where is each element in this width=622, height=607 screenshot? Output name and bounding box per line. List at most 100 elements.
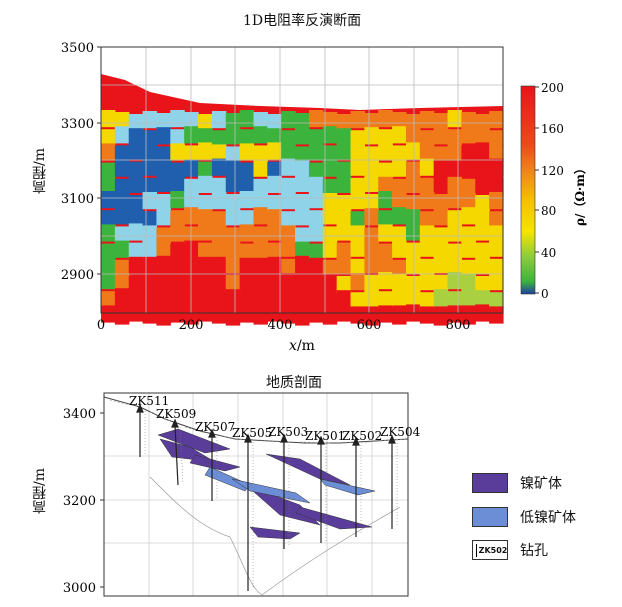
resistivity-cell bbox=[239, 110, 255, 128]
colorbar-tick: 200 bbox=[541, 81, 564, 95]
borehole-label-zk502: ZK502 bbox=[342, 429, 382, 443]
low-ore-swatch bbox=[472, 507, 508, 527]
resistivity-cell bbox=[114, 307, 130, 325]
resistivity-cell bbox=[392, 259, 407, 277]
resistivity-cell bbox=[364, 174, 379, 192]
resistivity-cell bbox=[461, 112, 476, 130]
resistivity-cell bbox=[489, 177, 504, 195]
resistivity-cell bbox=[253, 288, 268, 306]
resistivity-cell bbox=[281, 225, 296, 243]
resistivity-cell bbox=[101, 191, 116, 209]
resistivity-cell bbox=[461, 159, 476, 177]
resistivity-cell bbox=[128, 276, 144, 294]
resistivity-cell bbox=[336, 256, 352, 274]
resistivity-cell bbox=[128, 161, 144, 179]
geologic-section-plot: 3400 3200 3000 ZK511 ZK509 ZK507 ZK bbox=[63, 392, 421, 597]
resistivity-cell bbox=[392, 226, 407, 244]
top-y-tick: 3300 bbox=[61, 117, 94, 132]
resistivity-cell bbox=[128, 128, 144, 146]
borehole-label-zk501: ZK501 bbox=[305, 429, 345, 443]
resistivity-cell bbox=[322, 112, 338, 130]
resistivity-cell bbox=[364, 241, 379, 259]
resistivity-cell bbox=[170, 162, 185, 180]
resistivity-cell bbox=[461, 274, 476, 292]
resistivity-cell bbox=[114, 240, 130, 258]
resistivity-cell bbox=[114, 274, 130, 292]
resistivity-cell bbox=[225, 146, 241, 164]
resistivity-cell bbox=[405, 142, 421, 160]
low-nickel-ore-body bbox=[204, 466, 251, 492]
resistivity-cell bbox=[253, 207, 268, 225]
resistivity-cell bbox=[433, 146, 449, 164]
resistivity-cell bbox=[239, 305, 255, 323]
legend-label: 低镍矿体 bbox=[520, 510, 576, 526]
resistivity-cell bbox=[392, 207, 407, 225]
resistivity-cell bbox=[419, 292, 435, 310]
resistivity-cell bbox=[239, 291, 255, 309]
resistivity-cell bbox=[419, 211, 435, 229]
borehole-icon-label: ZK502 bbox=[478, 545, 508, 555]
resistivity-cell bbox=[447, 143, 463, 161]
resistivity-cell bbox=[336, 161, 352, 179]
resistivity-cell bbox=[239, 191, 255, 209]
resistivity-cell bbox=[101, 224, 116, 242]
top-plot-frame bbox=[100, 46, 504, 314]
resistivity-cell bbox=[308, 224, 324, 242]
resistivity-cell bbox=[308, 176, 324, 194]
resistivity-cell bbox=[211, 239, 227, 257]
borehole-label-zk503: ZK503 bbox=[268, 425, 308, 439]
resistivity-cell bbox=[419, 144, 435, 162]
resistivity-cell bbox=[433, 174, 449, 192]
resistivity-cell bbox=[433, 289, 449, 307]
resistivity-cell bbox=[267, 209, 282, 227]
resistivity-cell bbox=[405, 256, 421, 274]
resistivity-cell bbox=[350, 130, 365, 148]
resistivity-cell bbox=[198, 175, 213, 193]
resistivity-cell bbox=[281, 144, 296, 162]
resistivity-cell bbox=[308, 305, 324, 323]
resistivity-cell bbox=[461, 259, 476, 277]
resistivity-cell bbox=[295, 146, 310, 164]
resistivity-cell bbox=[142, 192, 158, 210]
resistivity-cell bbox=[461, 226, 476, 244]
resistivity-cell bbox=[392, 193, 407, 211]
resistivity-cell bbox=[475, 223, 490, 241]
resistivity-cell bbox=[225, 160, 241, 178]
resistivity-cell bbox=[184, 307, 199, 325]
low-nickel-ore-body bbox=[319, 478, 376, 496]
resistivity-cell bbox=[364, 289, 379, 307]
resistivity-cell bbox=[156, 255, 171, 273]
legend-item-low-ore: 低镍矿体 bbox=[472, 505, 576, 529]
ore-bodies bbox=[157, 428, 376, 540]
resistivity-cell bbox=[308, 291, 324, 309]
resistivity-cell bbox=[419, 258, 435, 276]
resistivity-cell bbox=[128, 223, 144, 241]
resistivity-cell bbox=[433, 275, 449, 293]
resistivity-cell bbox=[295, 275, 310, 293]
nickel-ore-body bbox=[265, 453, 351, 486]
resistivity-cell bbox=[336, 195, 352, 213]
resistivity-cell bbox=[322, 193, 338, 211]
resistivity-cell bbox=[281, 306, 296, 324]
resistivity-cell bbox=[489, 144, 504, 162]
resistivity-cell bbox=[170, 291, 185, 309]
resistivity-cell bbox=[198, 142, 213, 160]
resistivity-cell bbox=[253, 159, 268, 177]
resistivity-cell bbox=[239, 210, 255, 228]
resistivity-cell bbox=[267, 175, 282, 193]
resistivity-cell bbox=[239, 129, 255, 147]
resistivity-cell bbox=[267, 276, 282, 294]
resistivity-cell bbox=[198, 223, 213, 241]
nickel-ore-body bbox=[189, 454, 241, 472]
resistivity-cell bbox=[419, 111, 435, 129]
resistivity-cell bbox=[419, 158, 435, 176]
resistivity-cell bbox=[295, 208, 310, 226]
top-grid bbox=[101, 47, 503, 313]
resistivity-cell bbox=[101, 143, 116, 161]
resistivity-cell bbox=[378, 143, 393, 161]
resistivity-cell bbox=[253, 226, 268, 244]
resistivity-cell bbox=[211, 225, 227, 243]
resistivity-cell bbox=[267, 195, 282, 213]
resistivity-cell bbox=[211, 258, 227, 276]
resistivity-cell bbox=[211, 111, 227, 129]
